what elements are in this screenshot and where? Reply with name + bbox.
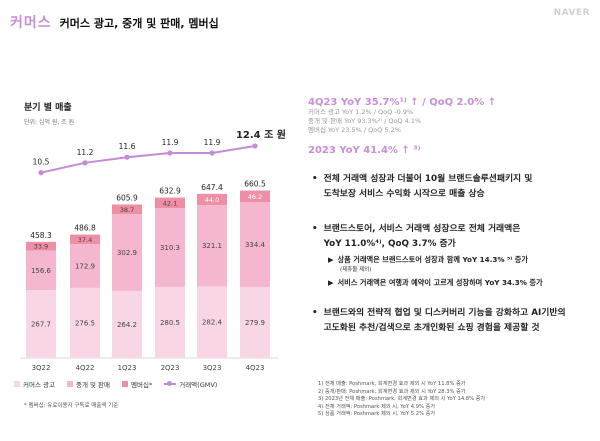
- bar-value-label: 334.4: [245, 241, 266, 249]
- bar-segment: [70, 234, 100, 245]
- bar-value-label: 279.9: [245, 319, 265, 327]
- legend-membership: 멤버십*: [122, 379, 152, 389]
- chart-legend: 커머스 광고 중개 및 판매 멤버십* 거래액(GMV): [14, 379, 217, 389]
- gmv-label: 11.9: [204, 138, 221, 147]
- bar-value-label: 282.4: [202, 319, 223, 327]
- footnote: 3) 2023년 전체 매출: Poshmark, 회계변경 효과 제외 시 Y…: [318, 396, 486, 402]
- bar-segment: [26, 241, 56, 251]
- chart-unit: 단위: 십억 원, 조 원: [24, 119, 75, 126]
- bar-value-label: 264.2: [117, 321, 137, 329]
- naver-logo: NAVER: [553, 8, 590, 18]
- bar-value-label: 276.5: [75, 319, 95, 327]
- legend-gmv: 거래액(GMV): [164, 379, 217, 389]
- bar-segment: [26, 250, 56, 291]
- bar-segment: [197, 193, 227, 206]
- bar-segment: [155, 208, 185, 287]
- bar-value-label: 280.5: [160, 319, 180, 327]
- category-label: 3Q22: [32, 364, 51, 372]
- bar-value-label: 33.9: [34, 243, 48, 251]
- bar-segment: [26, 290, 56, 358]
- footnote: 4) 전체 거래액: Poshmark 제외 시, YoY 4.9% 증가: [318, 403, 436, 410]
- bar-segment: [155, 286, 185, 358]
- gmv-label: 12.4 조 원: [236, 128, 286, 141]
- bar-total-label: 660.5: [244, 180, 266, 189]
- bar-segment: [70, 244, 100, 288]
- bar-value-label: 302.9: [117, 249, 137, 257]
- bar-segment: [197, 286, 227, 358]
- yoy-headline: 4Q23 YoY 35.7%¹⁾ ↑ / QoQ 2.0% ↑: [308, 97, 497, 108]
- bar-value-label: 42.1: [163, 199, 177, 207]
- category-label: 4Q23: [246, 364, 265, 372]
- section-title: 커머스 광고, 중개 및 판매, 멤버십: [59, 17, 219, 30]
- bar-segment: [197, 205, 227, 287]
- gmv-label: 11.6: [119, 142, 136, 151]
- legend-brokerage: 중개 및 판매: [66, 379, 110, 389]
- section-brand: 커머스: [10, 15, 52, 31]
- bullet-item: • 브랜드와의 전략적 협업 및 디스커버리 기능을 강화하고 AI기반의 고도화된…: [312, 308, 566, 333]
- bar-value-label: 156.6: [31, 267, 52, 275]
- bullet-item: • 브랜드스토어, 서비스 거래액 성장으로 전체 거래액은 YoY 11.0%⁴⁾…: [312, 224, 521, 249]
- yoy-line: 멤버십 YoY 23.5% / QoQ 5.2%: [308, 126, 401, 134]
- gmv-label: 11.9: [162, 138, 179, 147]
- bar-total-label: 486.8: [74, 224, 96, 233]
- category-label: 4Q22: [76, 364, 95, 372]
- gmv-point: [82, 160, 88, 166]
- footnote: 5) 상품 거래액: Poshmark 제외 시, YoY 5.2% 증가: [318, 411, 436, 417]
- footnote: 1) 전체 매출: Poshmark, 회계변경 효과 제외 시 YoY 11.…: [318, 381, 466, 387]
- gmv-point: [209, 150, 215, 156]
- bar-segment: [112, 204, 142, 215]
- gmv-point: [38, 170, 44, 176]
- gmv-line: [40, 145, 256, 174]
- category-label: 1Q23: [118, 364, 137, 372]
- bar-value-label: 321.1: [202, 242, 222, 250]
- sub-bullet-item: ▶ 서비스 거래액은 여행과 예약이 고르게 성장하며 YoY 34.3% 증가: [328, 278, 543, 287]
- gmv-point: [252, 143, 258, 149]
- gmv-point: [167, 150, 173, 156]
- bar-value-label: 44.0: [205, 196, 219, 204]
- bar-segment: [70, 287, 100, 358]
- bar-segment: [112, 291, 142, 358]
- gmv-point: [124, 154, 130, 160]
- bar-segment: [240, 202, 270, 288]
- footnotes: 1) 전체 매출: Poshmark, 회계변경 효과 제외 시 YoY 11.…: [318, 381, 485, 419]
- bar-total-label: 632.9: [159, 187, 181, 196]
- bar-total-label: 647.4: [201, 183, 223, 192]
- category-label: 3Q23: [203, 364, 222, 372]
- bar-total-label: 605.9: [116, 193, 138, 202]
- yoy-2023: 2023 YoY 41.4% ↑ ³⁾: [308, 145, 421, 156]
- revenue-chart: 267.7 156.6 33.9 458.3 3Q22 276.5 172.9 37.4 486…: [20, 128, 286, 372]
- bar-value-label: 310.3: [160, 244, 180, 252]
- legend-ads: 커머스 광고: [14, 379, 55, 389]
- bar-value-label: 38.7: [120, 206, 134, 214]
- sub-bullet-note: (제휴몰 제외): [340, 267, 372, 273]
- bar-total-label: 458.3: [30, 231, 52, 240]
- bullet-list: • 전체 거래액 성장과 더불어 10월 브랜드솔루션패키지 및 도착보장 서비스 …: [312, 172, 597, 336]
- bar-value-label: 172.9: [75, 262, 95, 270]
- footnote-membership: * 멤버십: 유료이용자 구독료 매출액 기준: [24, 403, 119, 409]
- yoy-summary: 4Q23 YoY 35.7%¹⁾ ↑ / QoQ 2.0% ↑ 커머스 광고 Y…: [308, 97, 496, 156]
- sub-bullet-item: ▶ 상품 거래액은 브랜드스토어 성장과 함께 YoY 14.3% ⁵⁾ 증가: [328, 255, 529, 264]
- yoy-line: 커머스 광고 YoY 1.2% / QoQ -0.9%: [308, 108, 414, 116]
- bar-segment: [240, 190, 270, 203]
- bar-value-label: 37.4: [78, 236, 92, 244]
- bar-value-label: 46.2: [248, 193, 262, 201]
- page-header: 커머스 커머스 광고, 중개 및 판매, 멤버십: [10, 12, 219, 32]
- bar-segment: [240, 287, 270, 358]
- gmv-label: 10.5: [33, 158, 50, 167]
- bar-segment: [155, 197, 185, 209]
- gmv-label: 11.2: [77, 148, 94, 157]
- chart-title: 분기 별 매출: [24, 103, 72, 113]
- footnote: 2) 중개/판매: Poshmark, 회계변경 효과 제외 시 YoY 28.…: [318, 388, 466, 395]
- category-label: 2Q23: [161, 364, 180, 372]
- bullet-item: • 전체 거래액 성장과 더불어 10월 브랜드솔루션패키지 및 도착보장 서비스 …: [312, 174, 533, 199]
- bar-value-label: 267.7: [31, 321, 51, 329]
- yoy-line: 중개 및 판매 YoY 93.3%²⁾ / QoQ 4.1%: [308, 117, 422, 125]
- bar-segment: [112, 214, 142, 292]
